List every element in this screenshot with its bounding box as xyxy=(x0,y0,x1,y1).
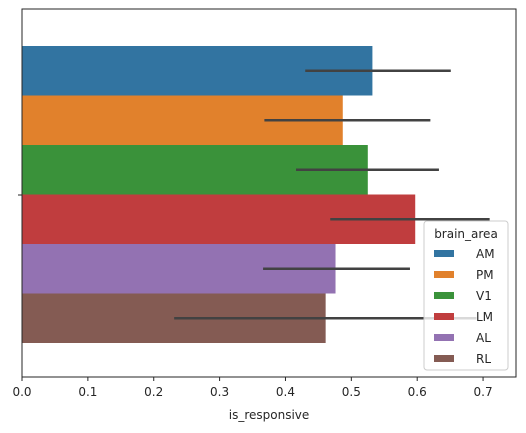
legend-swatch-pm xyxy=(434,271,454,278)
legend-items: AM PM V1 LM AL RL xyxy=(434,247,495,366)
legend-swatch-rl xyxy=(434,355,454,362)
x-tick-label: 0.1 xyxy=(78,385,97,399)
legend-swatch-lm xyxy=(434,313,454,320)
x-axis-ticks: 0.0 0.1 0.2 0.3 0.4 0.5 0.6 0.7 xyxy=(12,377,493,399)
legend-box xyxy=(423,220,509,371)
legend-title: brain_area xyxy=(434,227,498,241)
legend-label-pm: PM xyxy=(476,268,494,282)
x-tick-label: 0.6 xyxy=(408,385,427,399)
plot-frame xyxy=(21,8,517,378)
x-axis-label: is_responsive xyxy=(229,408,310,422)
x-tick-label: 0.3 xyxy=(210,385,229,399)
legend-swatch-v1 xyxy=(434,292,454,299)
legend-label-v1: V1 xyxy=(476,289,492,303)
x-tick-label: 0.5 xyxy=(342,385,361,399)
legend-swatch-am xyxy=(434,250,454,257)
x-tick-label: 0.4 xyxy=(276,385,295,399)
legend-label-am: AM xyxy=(476,247,495,261)
legend-label-al: AL xyxy=(476,331,491,345)
legend-label-lm: LM xyxy=(476,310,493,324)
x-tick-label: 0.7 xyxy=(474,385,493,399)
x-tick-label: 0.0 xyxy=(12,385,31,399)
legend: brain_area AM PM V1 LM AL RL xyxy=(423,220,509,371)
legend-swatch-al xyxy=(434,334,454,341)
legend-label-rl: RL xyxy=(476,352,491,366)
x-tick-label: 0.2 xyxy=(144,385,163,399)
bars-layer xyxy=(22,46,416,343)
